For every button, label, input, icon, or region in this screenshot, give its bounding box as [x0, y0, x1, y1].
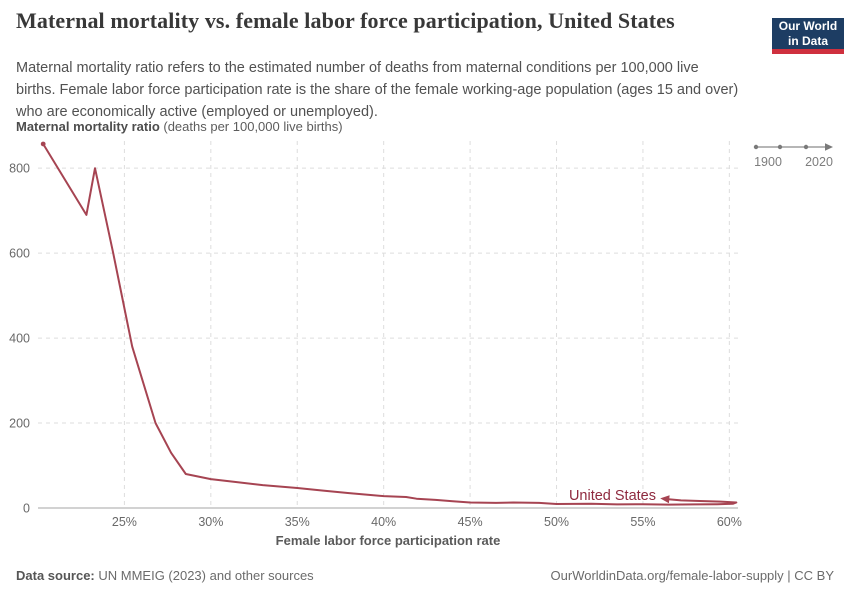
- y-axis-title: Maternal mortality ratio (deaths per 100…: [16, 119, 343, 134]
- timeline-end-label[interactable]: 2020: [805, 155, 833, 169]
- x-tick-label: 30%: [198, 515, 223, 529]
- page-title: Maternal mortality vs. female labor forc…: [16, 8, 675, 33]
- series-start-dot: [40, 141, 46, 147]
- timeline-axis-icon: [753, 143, 833, 151]
- footer-citation-link[interactable]: OurWorldinData.org/female-labor-supply |…: [550, 568, 834, 583]
- series-label[interactable]: United States: [569, 488, 656, 504]
- x-tick-label: 45%: [458, 515, 483, 529]
- data-source-text: UN MMEIG (2023) and other sources: [94, 568, 314, 583]
- owid-logo-box: Our World in Data: [772, 18, 844, 49]
- y-tick-label: 0: [23, 502, 30, 516]
- owid-logo[interactable]: Our World in Data: [772, 18, 844, 54]
- y-tick-label: 400: [9, 332, 30, 346]
- y-tick-label: 800: [9, 162, 30, 176]
- x-tick-label: 55%: [630, 515, 655, 529]
- owid-logo-line1: Our World: [778, 19, 838, 34]
- y-axis-title-unit: (deaths per 100,000 live births): [159, 119, 343, 134]
- owid-logo-line2: in Data: [787, 33, 828, 48]
- series-line: [42, 143, 738, 506]
- chart-subtitle: Maternal mortality ratio refers to the e…: [16, 60, 739, 120]
- timeline-arrow-icon: [825, 143, 833, 151]
- series-end-arrow-icon: [660, 495, 670, 504]
- timeline[interactable]: 1900 2020: [746, 140, 846, 174]
- x-tick-label: 25%: [112, 515, 137, 529]
- timeline-start-label[interactable]: 1900: [754, 155, 782, 169]
- x-axis-title: Female labor force participation rate: [275, 533, 501, 548]
- owid-logo-stripe: [772, 49, 844, 54]
- footer: Data source: UN MMEIG (2023) and other s…: [16, 568, 834, 583]
- x-tick-label: 35%: [285, 515, 310, 529]
- data-source: Data source: UN MMEIG (2023) and other s…: [16, 568, 314, 583]
- x-tick-label: 50%: [544, 515, 569, 529]
- x-tick-label: 40%: [371, 515, 396, 529]
- data-source-label: Data source:: [16, 568, 95, 583]
- x-tick-label: 60%: [717, 515, 742, 529]
- y-axis-title-main: Maternal mortality ratio: [16, 119, 160, 134]
- y-tick-label: 200: [9, 417, 30, 431]
- y-tick-label: 600: [9, 247, 30, 261]
